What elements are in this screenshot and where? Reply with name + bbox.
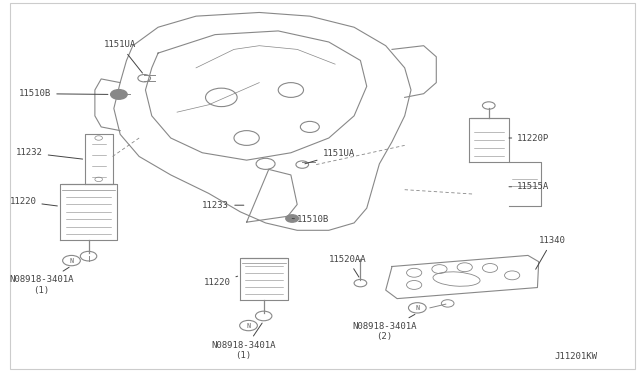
Text: N08918-3401A
(1): N08918-3401A (1): [9, 267, 74, 295]
Text: 11510B: 11510B: [292, 215, 330, 224]
Text: N08918-3401A
(1): N08918-3401A (1): [211, 323, 276, 360]
Text: 11520AA: 11520AA: [329, 254, 367, 277]
Text: 1151UA: 1151UA: [104, 41, 143, 73]
Text: 11233: 11233: [202, 201, 244, 210]
Text: 11340: 11340: [536, 236, 566, 269]
Circle shape: [111, 90, 127, 99]
Text: 11220: 11220: [204, 276, 237, 287]
Text: N: N: [246, 323, 251, 328]
Text: 11515A: 11515A: [509, 182, 550, 191]
Text: N08918-3401A
(2): N08918-3401A (2): [352, 314, 417, 341]
Circle shape: [286, 215, 298, 222]
Text: J11201KW: J11201KW: [554, 352, 598, 361]
Text: 11510B: 11510B: [19, 89, 108, 98]
Text: 11220: 11220: [10, 197, 58, 206]
Text: 11232: 11232: [16, 148, 83, 159]
Text: 11220P: 11220P: [509, 134, 550, 142]
Text: N: N: [69, 257, 74, 264]
Text: N: N: [415, 305, 419, 311]
Text: 1151UA: 1151UA: [305, 149, 355, 164]
